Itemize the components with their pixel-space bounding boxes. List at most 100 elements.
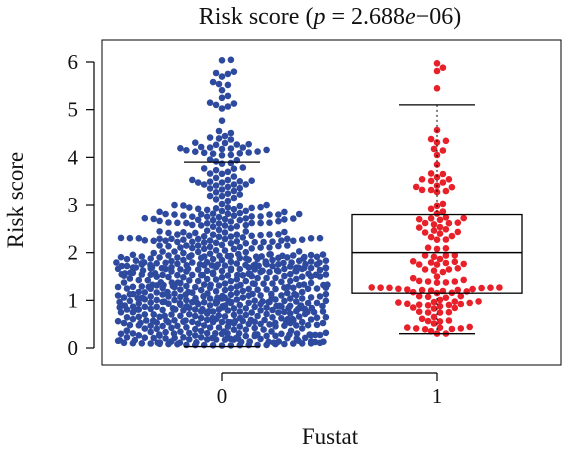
point-fustat-0 <box>236 202 244 210</box>
point-fustat-0 <box>293 330 301 337</box>
point-fustat-0 <box>284 283 292 291</box>
point-fustat-0 <box>263 310 270 318</box>
point-fustat-0 <box>194 277 202 285</box>
point-fustat-0 <box>177 244 184 251</box>
point-fustat-0 <box>205 308 212 315</box>
point-fustat-0 <box>206 192 214 200</box>
point-fustat-0 <box>123 327 130 335</box>
point-fustat-0 <box>159 291 166 298</box>
point-fustat-0 <box>251 324 258 332</box>
point-fustat-0 <box>218 274 226 281</box>
point-fustat-0 <box>189 244 196 252</box>
point-fustat-1 <box>433 236 441 243</box>
point-fustat-1 <box>409 304 417 311</box>
point-fustat-1 <box>430 298 438 306</box>
point-fustat-0 <box>242 228 250 235</box>
point-fustat-0 <box>189 318 196 326</box>
point-fustat-0 <box>135 288 142 296</box>
point-fustat-0 <box>224 176 232 184</box>
point-fustat-0 <box>307 258 315 265</box>
point-fustat-0 <box>280 259 287 267</box>
point-fustat-0 <box>269 280 276 287</box>
point-fustat-0 <box>199 271 206 279</box>
point-fustat-0 <box>159 271 166 279</box>
point-fustat-1 <box>424 244 432 251</box>
point-fustat-0 <box>209 255 217 263</box>
point-fustat-0 <box>120 294 128 301</box>
point-fustat-1 <box>409 288 417 296</box>
point-fustat-0 <box>248 177 255 184</box>
point-fustat-0 <box>200 239 208 246</box>
point-fustat-1 <box>424 317 432 325</box>
point-fustat-0 <box>193 339 200 346</box>
point-fustat-0 <box>138 340 146 347</box>
point-fustat-0 <box>316 293 324 300</box>
point-fustat-0 <box>239 234 247 241</box>
point-fustat-0 <box>322 313 330 321</box>
point-fustat-0 <box>203 213 211 220</box>
point-fustat-0 <box>284 315 292 323</box>
point-fustat-0 <box>263 286 270 293</box>
point-fustat-1 <box>454 286 462 294</box>
point-fustat-1 <box>433 188 441 196</box>
point-fustat-0 <box>120 319 128 327</box>
point-fustat-1 <box>424 309 432 316</box>
point-fustat-0 <box>221 302 229 309</box>
point-fustat-0 <box>215 282 223 289</box>
point-fustat-0 <box>290 340 297 347</box>
point-fustat-0 <box>168 263 175 271</box>
point-fustat-1 <box>487 284 494 292</box>
point-fustat-1 <box>442 236 450 243</box>
point-fustat-1 <box>427 177 435 185</box>
point-fustat-0 <box>220 328 228 335</box>
point-fustat-0 <box>224 92 232 100</box>
point-fustat-1 <box>424 302 432 309</box>
point-fustat-0 <box>204 290 211 297</box>
point-fustat-0 <box>169 305 177 312</box>
point-fustat-1 <box>433 279 441 287</box>
point-fustat-0 <box>215 312 222 319</box>
point-fustat-1 <box>454 265 462 272</box>
point-fustat-1 <box>427 327 435 335</box>
point-fustat-0 <box>162 259 169 267</box>
point-fustat-0 <box>260 326 267 333</box>
point-fustat-0 <box>206 295 214 302</box>
point-fustat-0 <box>307 338 315 345</box>
y-tick-label: 5 <box>68 98 79 122</box>
point-fustat-0 <box>257 213 264 220</box>
point-fustat-0 <box>287 327 295 335</box>
point-fustat-0 <box>156 235 163 243</box>
point-fustat-0 <box>281 228 288 236</box>
point-fustat-0 <box>164 288 171 296</box>
point-fustat-0 <box>221 229 229 236</box>
point-fustat-0 <box>183 303 191 310</box>
point-fustat-0 <box>231 317 239 325</box>
point-fustat-0 <box>186 311 193 318</box>
point-fustat-0 <box>230 100 238 107</box>
y-axis-label: Risk score <box>3 152 28 248</box>
x-tick-label: 1 <box>432 384 443 408</box>
point-fustat-0 <box>212 141 220 149</box>
point-fustat-0 <box>242 207 250 215</box>
point-fustat-0 <box>300 281 308 288</box>
point-fustat-0 <box>293 322 300 329</box>
point-fustat-0 <box>123 255 131 263</box>
point-fustat-0 <box>305 270 312 278</box>
point-fustat-1 <box>433 67 441 75</box>
point-fustat-1 <box>418 186 426 194</box>
point-fustat-0 <box>168 235 175 243</box>
point-fustat-0 <box>138 294 146 302</box>
point-fustat-0 <box>269 238 276 245</box>
point-fustat-0 <box>129 330 137 337</box>
point-fustat-0 <box>180 256 187 264</box>
point-fustat-0 <box>180 229 187 236</box>
point-fustat-0 <box>180 274 187 281</box>
point-fustat-0 <box>307 316 315 323</box>
point-fustat-0 <box>117 253 125 261</box>
point-fustat-1 <box>436 230 444 237</box>
point-fustat-0 <box>316 266 324 274</box>
point-fustat-1 <box>433 261 441 268</box>
point-fustat-0 <box>212 288 220 295</box>
point-fustat-0 <box>266 219 273 226</box>
point-fustat-0 <box>183 262 190 269</box>
